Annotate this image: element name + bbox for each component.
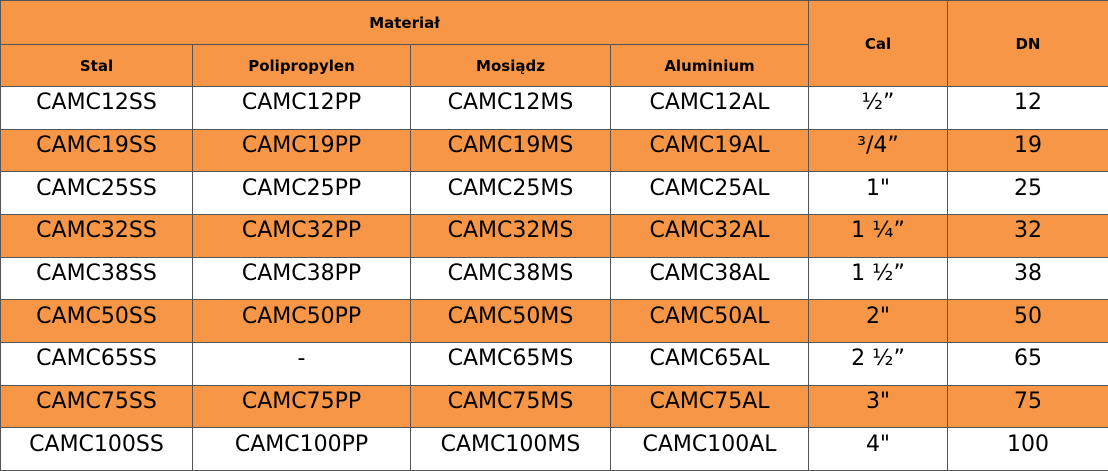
dn-header: DN: [948, 1, 1108, 87]
table-cell: CAMC50AL: [611, 300, 809, 343]
table-cell: 50: [948, 300, 1108, 343]
table-cell: CAMC50MS: [411, 300, 611, 343]
table-cell: ½”: [809, 87, 948, 130]
table-cell: CAMC19AL: [611, 129, 809, 173]
table-cell: CAMC75SS: [1, 385, 193, 429]
table-cell: CAMC12AL: [611, 87, 809, 130]
column-header: Mosiądz: [411, 45, 611, 87]
table-cell: 65: [948, 343, 1108, 386]
table-cell: 2": [809, 300, 948, 343]
table-cell: CAMC100SS: [1, 428, 193, 471]
table-cell: CAMC19SS: [1, 129, 193, 173]
table-cell: CAMC25PP: [193, 172, 411, 215]
table-cell: CAMC100PP: [193, 428, 411, 471]
table-cell: CAMC65SS: [1, 343, 193, 386]
table-cell: CAMC32PP: [193, 215, 411, 258]
table-cell: 3": [809, 385, 948, 429]
table-cell: 38: [948, 258, 1108, 301]
table-cell: CAMC38PP: [193, 257, 411, 301]
table-cell: CAMC65AL: [611, 343, 809, 386]
table-cell: 75: [948, 385, 1108, 429]
column-header: Stal: [1, 45, 193, 87]
table-cell: 1 ¼”: [809, 215, 948, 258]
table-cell: 1": [809, 172, 948, 215]
table-cell: CAMC25MS: [411, 172, 611, 215]
table-cell: CAMC75AL: [611, 385, 809, 429]
table-cell: CAMC12MS: [411, 87, 611, 130]
table-cell: CAMC25AL: [611, 172, 809, 215]
table-cell: CAMC38MS: [411, 257, 611, 301]
table-cell: CAMC38SS: [1, 257, 193, 301]
column-header: Aluminium: [611, 45, 809, 87]
table-cell: CAMC19MS: [411, 129, 611, 173]
table-cell: 25: [948, 172, 1108, 215]
table-cell: ³/4”: [809, 129, 948, 173]
table-cell: CAMC19PP: [193, 129, 411, 173]
table-cell: CAMC50SS: [1, 300, 193, 343]
table-cell: CAMC12PP: [193, 87, 411, 130]
table-cell: CAMC32MS: [411, 215, 611, 258]
table-cell: 4": [809, 428, 948, 471]
table-cell: -: [193, 343, 411, 386]
table-cell: CAMC100MS: [411, 428, 611, 471]
table-cell: 100: [948, 428, 1108, 471]
table-cell: CAMC65MS: [411, 343, 611, 386]
table-cell: 1 ½”: [809, 257, 948, 301]
column-header: Polipropylen: [193, 45, 411, 87]
table-cell: CAMC32AL: [611, 215, 809, 258]
table-cell: CAMC32SS: [1, 215, 193, 258]
cal-header: Cal: [809, 1, 948, 87]
table-cell: CAMC12SS: [1, 87, 193, 130]
table-cell: 32: [948, 215, 1108, 258]
table-cell: 2 ½”: [809, 343, 948, 386]
table-cell: CAMC25SS: [1, 172, 193, 215]
table-cell: CAMC75MS: [411, 385, 611, 429]
table-cell: CAMC100AL: [611, 428, 809, 471]
table-cell: CAMC75PP: [193, 385, 411, 429]
table-cell: CAMC50PP: [193, 300, 411, 343]
table-cell: 12: [948, 87, 1108, 130]
table-cell: CAMC38AL: [611, 257, 809, 301]
group-header: Materiał: [1, 1, 809, 45]
table-cell: 19: [948, 129, 1108, 173]
